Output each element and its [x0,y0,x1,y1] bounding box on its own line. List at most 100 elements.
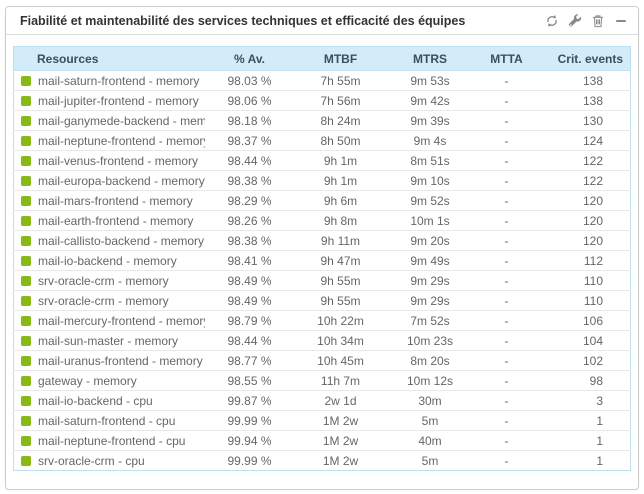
refresh-icon[interactable] [544,13,559,28]
cell-mtbf: 9h 6m [294,190,387,211]
cell-mtbf: 9h 55m [294,270,387,291]
cell-mtbf: 8h 50m [294,130,387,151]
widget-title: Fiabilité et maintenabilité des services… [20,13,466,28]
cell-resource: mail-jupiter-frontend - memory [13,90,205,111]
cell-resource: mail-saturn-frontend - cpu [13,410,205,431]
services-table: Resources % Av. MTBF MTRS MTTA Crit. eve… [13,46,631,471]
cell-mtrs: 30m [386,390,474,411]
table-row[interactable]: mail-neptune-frontend - cpu 99.94 % 1M 2w 4… [13,430,631,451]
cell-mtta: - [473,390,540,411]
status-ok-icon [21,355,31,366]
table-row[interactable]: mail-neptune-frontend - memory 98.37 % 8h … [13,130,631,151]
cell-crit-events: 1 [539,430,631,451]
cell-crit-events: 1 [539,450,631,471]
cell-availability: 98.29 % [204,190,295,211]
status-ok-icon [21,175,31,186]
status-ok-icon [21,295,31,306]
cell-crit-events: 120 [539,190,631,211]
cell-mtrs: 8m 20s [386,350,474,371]
status-ok-icon [21,315,31,326]
cell-mtrs: 9m 10s [386,170,474,191]
table-row[interactable]: mail-uranus-frontend - memory 98.77 % 10h … [13,350,631,371]
table-header-row: Resources % Av. MTBF MTRS MTTA Crit. eve… [13,46,631,71]
cell-mtrs: 9m 29s [386,290,474,311]
cell-mtrs: 8m 51s [386,150,474,171]
cell-crit-events: 122 [539,150,631,171]
table-row[interactable]: mail-mercury-frontend - memory 98.79 % 10h… [13,310,631,331]
table-row[interactable]: mail-earth-frontend - memory 98.26 % 9h 8m… [13,210,631,231]
collapse-icon[interactable] [613,13,628,28]
cell-crit-events: 110 [539,290,631,311]
table-row[interactable]: srv-oracle-crm - memory 98.49 % 9h 55m 9m 2… [13,270,631,291]
cell-resource: mail-io-backend - cpu [13,390,205,411]
cell-resource: mail-mercury-frontend - memory [13,310,205,331]
table-row[interactable]: mail-sun-master - memory 98.44 % 10h 34m 10… [13,330,631,351]
trash-icon[interactable] [590,13,605,28]
cell-mtrs: 9m 53s [410,73,450,88]
cell-mtbf: 1M 2w [294,450,387,471]
table-row[interactable]: gateway - memory 98.55 % 11h 7m 10m 12s -98 [13,370,631,391]
cell-availability: 99.94 % [204,430,295,451]
cell-mtta: - [473,90,540,111]
cell-mtta: - [473,290,540,311]
widget-card: Fiabilité et maintenabilité des services… [5,6,639,490]
cell-availability: 98.49 % [204,270,295,291]
cell-crit-events: 110 [539,270,631,291]
cell-mtrs: 9m 39s [386,110,474,131]
cell-mtrs: 10m 12s [386,370,474,391]
cell-availability: 98.18 % [204,110,295,131]
cell-mtbf: 9h 47m [294,250,387,271]
cell-mtta: - [473,310,540,331]
table-row[interactable]: mail-jupiter-frontend - memory 98.06 % 7h … [13,90,631,111]
table-row[interactable]: srv-oracle-crm - memory 98.49 % 9h 55m 9m 2… [13,290,631,311]
cell-mtrs: 9m 52s [386,190,474,211]
cell-mtta: - [473,130,540,151]
cell-mtta: - [473,370,540,391]
table-row[interactable]: mail-saturn-frontend - memory 98.03 % 7h 5… [14,71,631,91]
status-ok-icon [21,455,31,466]
cell-mtbf: 1M 2w [294,430,387,451]
table-row[interactable]: mail-io-backend - memory 98.41 % 9h 47m 9m … [13,250,631,271]
cell-resource: mail-uranus-frontend - memory [13,350,205,371]
cell-availability: 98.38 % [204,230,295,251]
cell-mtbf: 10h 22m [294,310,387,331]
column-header-mtbf: MTBF [294,46,387,71]
table-row[interactable]: mail-saturn-frontend - cpu 99.99 % 1M 2w 5m… [13,410,631,431]
status-ok-icon [21,155,31,166]
cell-resource: mail-callisto-backend - memory [13,230,205,251]
status-ok-icon [21,135,31,146]
table-row[interactable]: mail-callisto-backend - memory 98.38 % 9h … [13,230,631,251]
cell-mtrs: 5m [386,450,474,471]
table-row[interactable]: mail-venus-frontend - memory 98.44 % 9h 1m… [13,150,631,171]
cell-resource: mail-earth-frontend - memory [13,210,205,231]
cell-crit-events: 106 [539,310,631,331]
cell-crit-events: 138 [539,90,631,111]
status-ok-icon [21,335,31,346]
cell-mtta: - [473,410,540,431]
cell-mtrs: 10m 23s [386,330,474,351]
cell-mtbf: 10h 45m [294,350,387,371]
wrench-icon[interactable] [567,13,582,28]
cell-availability: 98.55 % [204,370,295,391]
cell-availability: 98.06 % [204,90,295,111]
table-row[interactable]: mail-europa-backend - memory 98.38 % 9h 1m… [13,170,631,191]
cell-availability: 98.44 % [204,330,295,351]
table-row[interactable]: srv-oracle-crm - cpu 99.99 % 1M 2w 5m -1 [13,450,631,471]
column-header-crit-events: Crit. events [539,46,631,71]
cell-availability: 98.44 % [204,150,295,171]
status-ok-icon [21,415,31,426]
cell-availability: 99.87 % [204,390,295,411]
status-ok-icon [21,95,31,106]
cell-crit-events: 120 [539,210,631,231]
cell-resource: mail-io-backend - memory [13,250,205,271]
column-header-mtrs: MTRS [386,46,474,71]
table-body: mail-saturn-frontend - memory 98.03 % 7h 5… [13,71,631,471]
cell-resource: mail-sun-master - memory [13,330,205,351]
cell-resource: mail-saturn-frontend - memory [14,71,205,91]
cell-mtta: - [473,230,540,251]
cell-mtta: - [473,190,540,211]
table-row[interactable]: mail-mars-frontend - memory 98.29 % 9h 6m 9… [13,190,631,211]
cell-resource: srv-oracle-crm - memory [13,290,205,311]
table-row[interactable]: mail-io-backend - cpu 99.87 % 2w 1d 30m -3 [13,390,631,411]
